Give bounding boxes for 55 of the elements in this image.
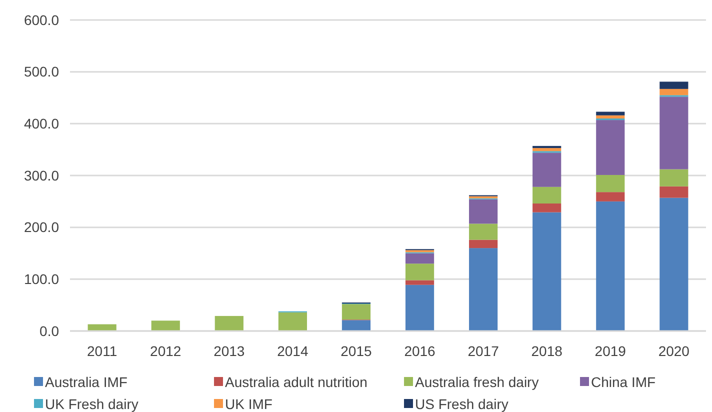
y-tick-label: 400.0 bbox=[24, 116, 60, 132]
bar bbox=[469, 248, 498, 331]
y-tick-label: 200.0 bbox=[24, 219, 60, 236]
bar bbox=[596, 120, 625, 175]
bar bbox=[596, 201, 625, 331]
legend-label: Australia IMF bbox=[45, 374, 128, 390]
bar bbox=[596, 192, 625, 202]
x-tick-label: 2016 bbox=[404, 343, 436, 359]
x-tick-label: 2020 bbox=[658, 343, 690, 359]
bar bbox=[660, 88, 688, 96]
bar bbox=[660, 169, 688, 186]
legend-label: China IMF bbox=[591, 374, 656, 390]
bar bbox=[278, 312, 307, 331]
bar bbox=[532, 146, 562, 148]
y-tick-label: 500.0 bbox=[24, 64, 60, 80]
y-tick-label: 300.0 bbox=[24, 167, 60, 184]
legend-label: UK IMF bbox=[225, 396, 272, 412]
legend-label: Australia fresh dairy bbox=[415, 374, 539, 390]
bar bbox=[596, 112, 625, 116]
legend-label: US Fresh dairy bbox=[415, 396, 508, 412]
bar bbox=[405, 280, 434, 285]
bar bbox=[405, 284, 434, 331]
bar bbox=[532, 148, 562, 152]
bar bbox=[532, 212, 562, 331]
bar bbox=[660, 96, 688, 170]
x-tick-label: 2012 bbox=[150, 343, 182, 359]
bar bbox=[214, 316, 244, 331]
bar bbox=[660, 82, 688, 89]
x-tick-label: 2011 bbox=[87, 343, 118, 359]
x-tick-label: 2018 bbox=[531, 343, 563, 359]
bar bbox=[532, 203, 562, 212]
bar bbox=[660, 186, 688, 198]
y-tick-label: 100.0 bbox=[24, 271, 60, 288]
x-tick-label: 2017 bbox=[468, 343, 500, 359]
bar bbox=[405, 253, 434, 264]
bar bbox=[660, 198, 688, 331]
bar bbox=[469, 199, 498, 224]
legend-label: UK Fresh dairy bbox=[45, 396, 138, 412]
bar bbox=[532, 152, 562, 187]
bar bbox=[342, 320, 371, 331]
bar bbox=[596, 115, 625, 118]
x-tick-label: 2014 bbox=[277, 343, 308, 359]
x-tick-label: 2013 bbox=[214, 343, 245, 359]
bar bbox=[405, 264, 434, 280]
bar bbox=[469, 240, 498, 248]
bar bbox=[342, 304, 371, 320]
bar bbox=[532, 186, 562, 204]
x-tick-label: 2015 bbox=[340, 343, 372, 359]
legend-label: Australia adult nutrition bbox=[225, 374, 368, 390]
bar bbox=[596, 174, 625, 192]
y-tick-label: 0.0 bbox=[40, 322, 60, 339]
bar bbox=[151, 320, 180, 331]
y-tick-label: 600.0 bbox=[24, 12, 60, 28]
bar bbox=[469, 224, 498, 240]
x-tick-label: 2019 bbox=[594, 343, 626, 359]
